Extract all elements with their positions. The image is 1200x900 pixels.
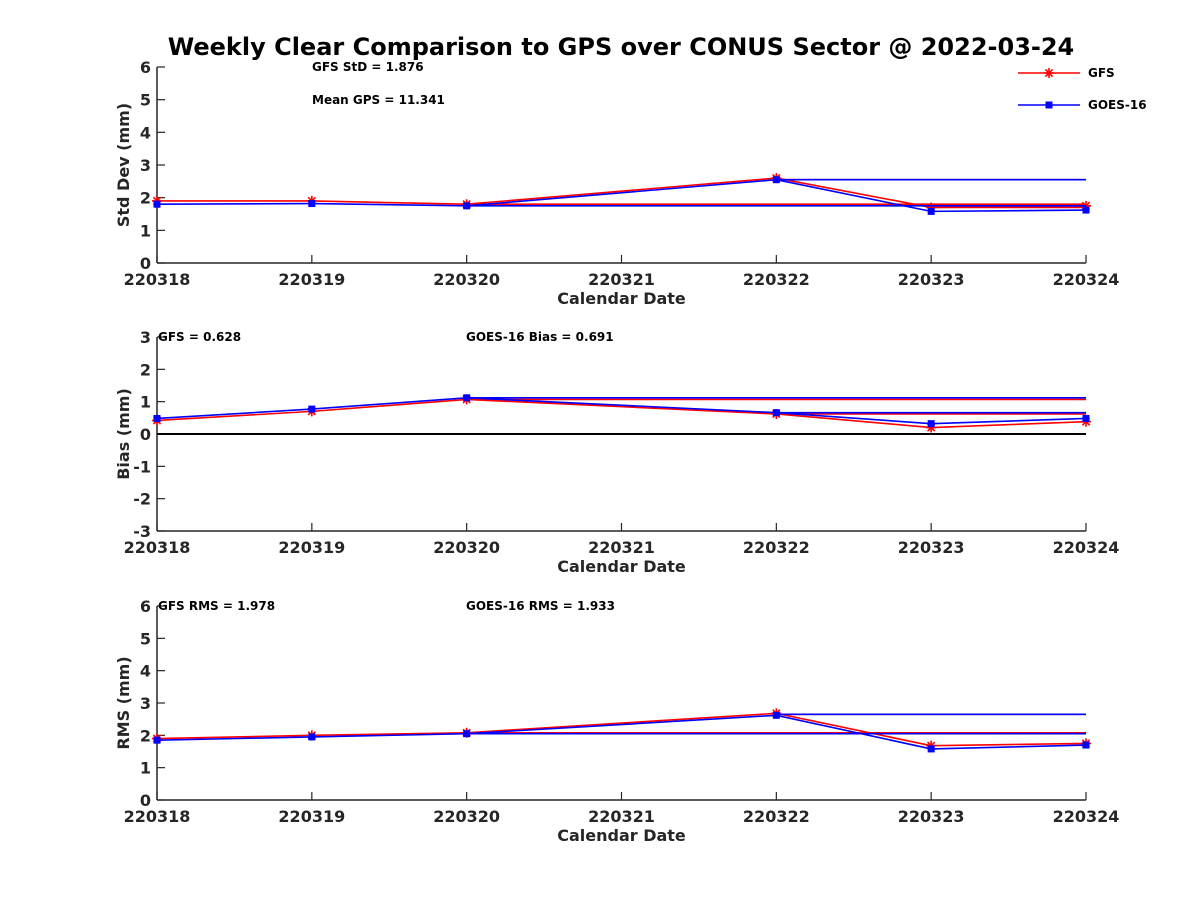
data-point [927,745,935,753]
data-point [463,730,471,738]
panel-3: 0 1 2 3 4 5 6 220318 220319 220320 220321 220322 220… [114,597,1119,845]
x-tick-label: 220319 [278,270,345,289]
legend-item-goes-16: GOES-16 [1018,98,1147,112]
x-tick-label: 220322 [743,270,810,289]
series-line [156,712,1087,747]
data-point [153,200,161,208]
x-tick-label: 220322 [743,538,810,557]
x-tick-label: 220323 [898,807,965,826]
x-tick-label: 220318 [124,807,191,826]
x-tick-label: 220320 [433,807,500,826]
annotation-1: GFS RMS = 1.978 [158,599,275,613]
y-tick-label: 4 [140,123,151,142]
annotation-2: GOES-16 Bias = 0.691 [466,330,614,344]
data-point [927,420,935,428]
data-point [308,405,316,413]
series-goes-16 [153,176,1090,215]
data-point [1082,206,1090,214]
y-tick-label: 3 [140,328,151,347]
y-tick-label: 1 [140,759,151,778]
x-tick-label: 220322 [743,807,810,826]
data-point [926,202,937,213]
panel-2: -3 -2 -1 0 1 2 3 220318 220319 220320 220321 220322… [114,328,1119,576]
legend-item-gfs: GFS [1018,66,1115,80]
y-axis-label: Std Dev (mm) [114,103,133,227]
y-tick-label: 6 [140,597,151,616]
data-point [772,176,780,184]
series-line [156,398,1087,429]
x-tick-label: 220321 [588,807,655,826]
legend-label: GFS [1088,66,1115,80]
x-tick-label: 220324 [1053,807,1120,826]
annotation-2: GOES-16 RMS = 1.933 [466,599,615,613]
legend-marker [1044,68,1054,78]
x-tick-label: 220321 [588,538,655,557]
data-point [1082,414,1090,422]
x-tick-label: 220319 [278,807,345,826]
x-tick-label: 220321 [588,270,655,289]
x-axis-label: Calendar Date [557,557,686,576]
legend-label: GOES-16 [1088,98,1147,112]
panel-1: 0 1 2 3 4 5 6 220318 220319 220320 220321 220322 220… [114,58,1119,308]
x-tick-label: 220320 [433,270,500,289]
data-point [463,394,471,402]
x-tick-label: 220319 [278,538,345,557]
y-tick-label: 0 [140,791,151,810]
series-gfs [152,394,1091,433]
series-goes-16 [153,711,1090,753]
series-line [156,178,1087,213]
data-point [772,711,780,719]
y-tick-label: 5 [140,629,151,648]
series-line [156,396,1087,425]
data-point [926,422,937,433]
y-tick-label: 3 [140,156,151,175]
y-tick-label: -3 [133,522,151,541]
data-point [153,736,161,744]
x-tick-label: 220318 [124,270,191,289]
y-tick-label: -2 [133,490,151,509]
y-axis-label: RMS (mm) [114,656,133,749]
series-line [157,177,1087,209]
chart-title: Weekly Clear Comparison to GPS over CONU… [168,33,1075,61]
data-point [927,207,935,215]
data-point [772,409,780,417]
x-axis-label: Calendar Date [557,289,686,308]
y-tick-label: 5 [140,91,151,110]
x-tick-label: 220318 [124,538,191,557]
y-axis-label: Bias (mm) [114,388,133,480]
y-tick-label: 2 [140,726,151,745]
y-tick-label: -1 [133,457,151,476]
annotation-1: GFS = 0.628 [158,330,241,344]
data-point [308,733,316,741]
y-tick-label: 2 [140,360,151,379]
x-tick-label: 220323 [898,538,965,557]
data-point [1082,741,1090,749]
y-tick-label: 4 [140,662,151,681]
annotation-2: Mean GPS = 11.341 [312,93,445,107]
x-tick-label: 220323 [898,270,965,289]
y-tick-label: 3 [140,694,151,713]
series-line [156,714,1087,750]
legend: GFS GOES-16 [1018,66,1147,112]
x-tick-label: 220324 [1053,538,1120,557]
y-tick-label: 1 [140,393,151,412]
y-tick-label: 2 [140,189,151,208]
data-point [308,200,316,208]
y-tick-label: 1 [140,221,151,240]
series-goes-16 [153,394,1090,428]
y-tick-label: 6 [140,58,151,77]
x-axis-label: Calendar Date [557,826,686,845]
y-tick-label: 0 [140,425,151,444]
x-tick-label: 220324 [1053,270,1120,289]
data-point [463,202,471,210]
data-point [153,414,161,422]
y-tick-label: 0 [140,254,151,273]
annotation-1: GFS StD = 1.876 [312,60,424,74]
legend-marker [1045,101,1053,109]
x-tick-label: 220320 [433,538,500,557]
